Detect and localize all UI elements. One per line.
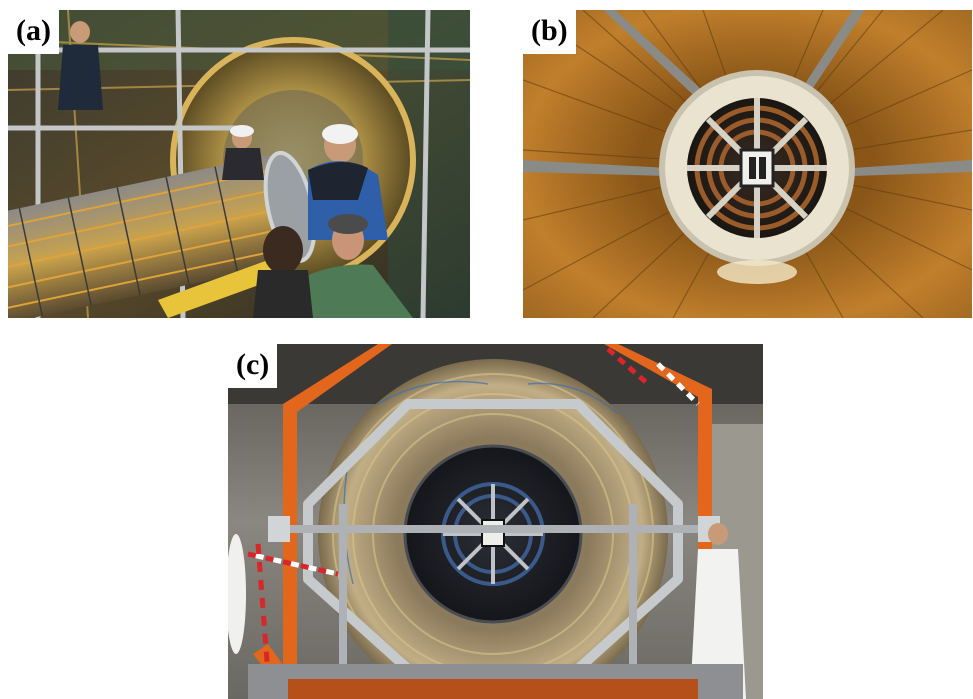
panel-c-photo: (c) (228, 344, 763, 699)
worker-figures (58, 21, 413, 318)
panel-label-c: (c) (228, 344, 278, 388)
endcap-assembly-photo (228, 344, 763, 699)
panel-a-photo: (a) (8, 10, 470, 318)
panel-label-a: (a) (8, 10, 59, 54)
panel-label-b: (b) (523, 10, 576, 54)
panel-b-photo: (b) (523, 10, 972, 318)
detector-installation-photo (8, 10, 470, 318)
barrel-interior-photo (523, 10, 972, 318)
